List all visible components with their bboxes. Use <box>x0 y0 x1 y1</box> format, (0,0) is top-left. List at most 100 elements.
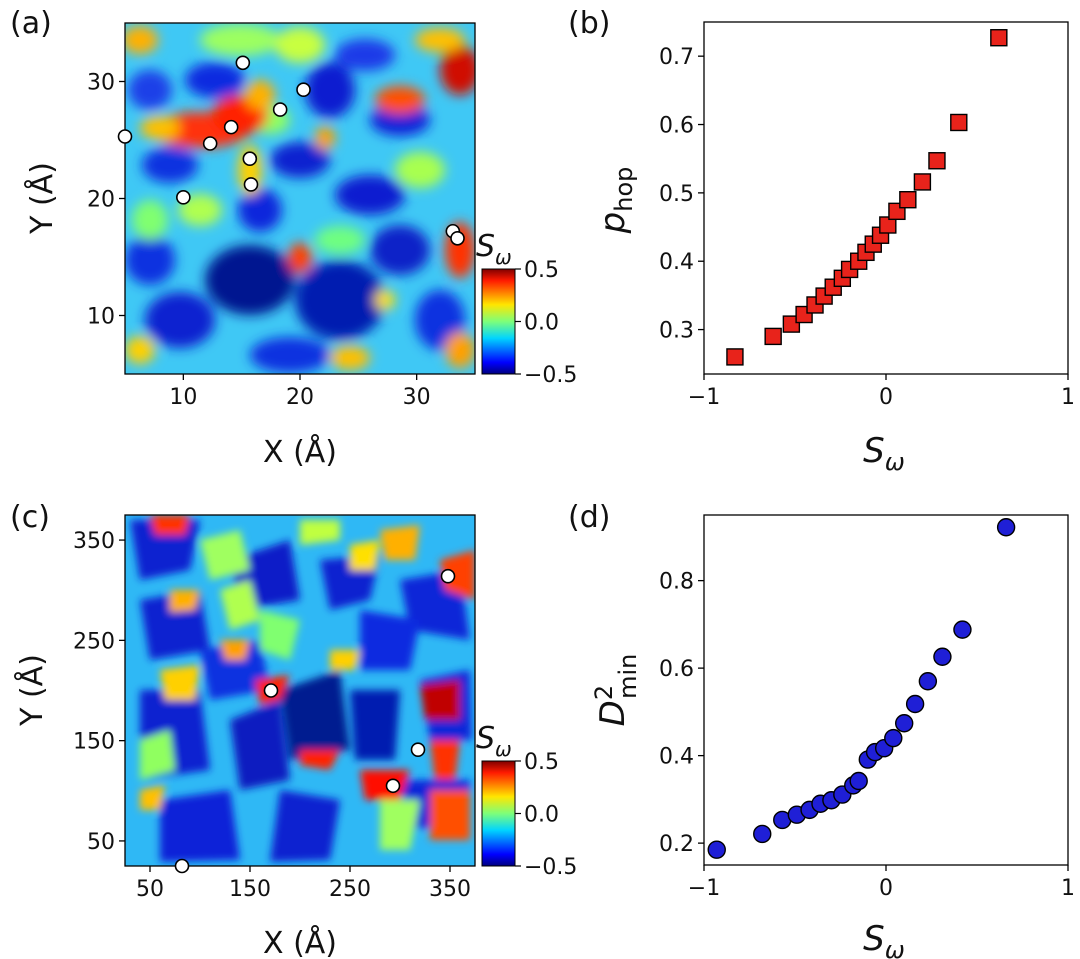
x-tick-label: 0 <box>879 385 893 410</box>
hop-site-marker <box>117 129 133 144</box>
y-tick-label: 0.4 <box>659 250 694 275</box>
colorbar-tick-label: −0.5 <box>524 363 577 388</box>
panel-label-b: (b) <box>568 6 610 41</box>
data-point <box>913 173 932 191</box>
data-point <box>895 714 914 733</box>
points-d <box>707 518 1016 859</box>
x-tick-label: 150 <box>229 877 271 902</box>
y-tick-label: 0.6 <box>659 114 694 139</box>
y-axis-label-d: D2min <box>590 654 642 727</box>
data-point <box>899 191 917 209</box>
data-point <box>953 620 972 639</box>
hop-site-marker <box>410 742 426 757</box>
colorbar-label-a: Sω <box>476 229 512 269</box>
hop-site-marker <box>223 119 239 135</box>
hop-site-marker <box>174 858 190 874</box>
y-tick-label: 250 <box>73 629 115 654</box>
data-point <box>918 672 938 691</box>
colorbar-c <box>481 760 516 867</box>
hop-site-marker <box>176 190 191 205</box>
y-tick-label: 350 <box>73 529 115 554</box>
hop-site-marker <box>243 177 259 192</box>
x-axis-label-b: Sω <box>863 431 905 476</box>
x-tick-label: 30 <box>403 385 431 410</box>
colorbar-ticks-a: 0.5 0.0 −0.5 <box>515 258 577 388</box>
x-axis-label-d: Sω <box>863 919 905 959</box>
panel-b: −1 0 1 0.3 0.4 0.5 0.6 0.7 (b) Sω phop <box>568 6 1075 476</box>
points-b <box>726 29 1008 366</box>
data-point <box>879 216 897 234</box>
colorbar-tick-label: −0.5 <box>524 855 577 880</box>
colorbar-ticks-c: 0.5 0.0 −0.5 <box>515 750 577 880</box>
data-point <box>849 771 868 791</box>
y-tick-label: 50 <box>87 830 115 855</box>
x-tick-label: 10 <box>169 385 197 410</box>
y-tick-label: 30 <box>87 71 115 96</box>
y-tick-label: 150 <box>73 730 115 755</box>
data-point <box>933 647 952 666</box>
x-tick-label: −1 <box>688 876 720 901</box>
heatmap-c <box>125 515 475 866</box>
heatmap-c-frame <box>124 514 476 867</box>
data-point <box>884 728 903 748</box>
x-tick-label: 1 <box>1061 876 1075 901</box>
ticks-d: −1 0 1 0.2 0.4 0.6 0.8 <box>659 570 1075 901</box>
hop-site-marker <box>202 136 218 151</box>
markers-c <box>174 568 456 874</box>
data-point <box>928 152 946 170</box>
colorbar-tick-label: 0.5 <box>524 750 559 775</box>
hop-site-marker <box>242 151 258 167</box>
panel-a: 10 20 30 10 20 30 (a) X (Å) Y (Å) Sω 0.5 0.0 −0… <box>10 6 577 470</box>
x-tick-label: 350 <box>429 877 471 902</box>
hop-site-marker <box>235 55 251 71</box>
x-tick-label: −1 <box>688 385 720 410</box>
colorbar-a <box>481 268 516 375</box>
hop-site-marker <box>385 778 401 794</box>
y-tick-label: 0.8 <box>659 570 694 595</box>
y-tick-label: 0.2 <box>659 832 694 857</box>
markers-a <box>117 55 465 246</box>
data-point <box>764 327 782 346</box>
panel-d: −1 0 1 0.2 0.4 0.6 0.8 (d) Sω D2min <box>568 500 1075 959</box>
y-axis-label-b: phop <box>593 167 638 235</box>
x-axis-label-a: X (Å) <box>263 434 337 470</box>
data-point <box>782 315 801 333</box>
colorbar-tick-label: 0.0 <box>524 311 559 336</box>
plot-frame-b <box>703 21 1069 375</box>
y-tick-label: 0.3 <box>659 319 694 344</box>
y-axis-label-c: Y (Å) <box>14 654 50 727</box>
hop-site-marker <box>263 683 279 698</box>
ticks-c: 50 150 250 350 50 150 250 350 <box>73 529 471 902</box>
y-tick-label: 20 <box>87 188 115 213</box>
data-point <box>990 29 1008 47</box>
hop-site-marker <box>450 230 465 246</box>
panel-c: 50 150 250 350 50 150 250 350 (c) X (Å) Y (Å) S… <box>10 500 577 959</box>
hop-site-marker <box>440 568 456 584</box>
colorbar-tick-label: 0.0 <box>524 803 559 828</box>
x-tick-label: 250 <box>329 877 371 902</box>
panel-label-c: (c) <box>10 500 50 535</box>
y-axis-label-a: Y (Å) <box>24 162 60 235</box>
heatmap-a <box>125 23 475 374</box>
x-tick-label: 20 <box>286 385 314 410</box>
y-tick-label: 0.5 <box>659 182 694 207</box>
hop-site-marker <box>272 102 288 117</box>
plot-frame-d <box>703 514 1069 866</box>
data-point <box>950 113 968 132</box>
data-point <box>707 840 726 859</box>
x-tick-label: 1 <box>1061 385 1075 410</box>
data-point <box>905 694 925 714</box>
x-tick-label: 50 <box>136 877 164 902</box>
colorbar-label-c: Sω <box>476 721 512 761</box>
data-point <box>726 348 744 366</box>
ticks-a: 10 20 30 10 20 30 <box>87 71 431 411</box>
data-point <box>996 518 1016 537</box>
y-tick-label: 10 <box>87 305 115 330</box>
x-axis-label-c: X (Å) <box>263 925 337 959</box>
x-tick-label: 0 <box>879 876 893 901</box>
panel-label-d: (d) <box>568 500 610 535</box>
data-point <box>753 824 772 844</box>
y-tick-label: 0.4 <box>659 745 694 770</box>
panel-label-a: (a) <box>10 6 52 41</box>
